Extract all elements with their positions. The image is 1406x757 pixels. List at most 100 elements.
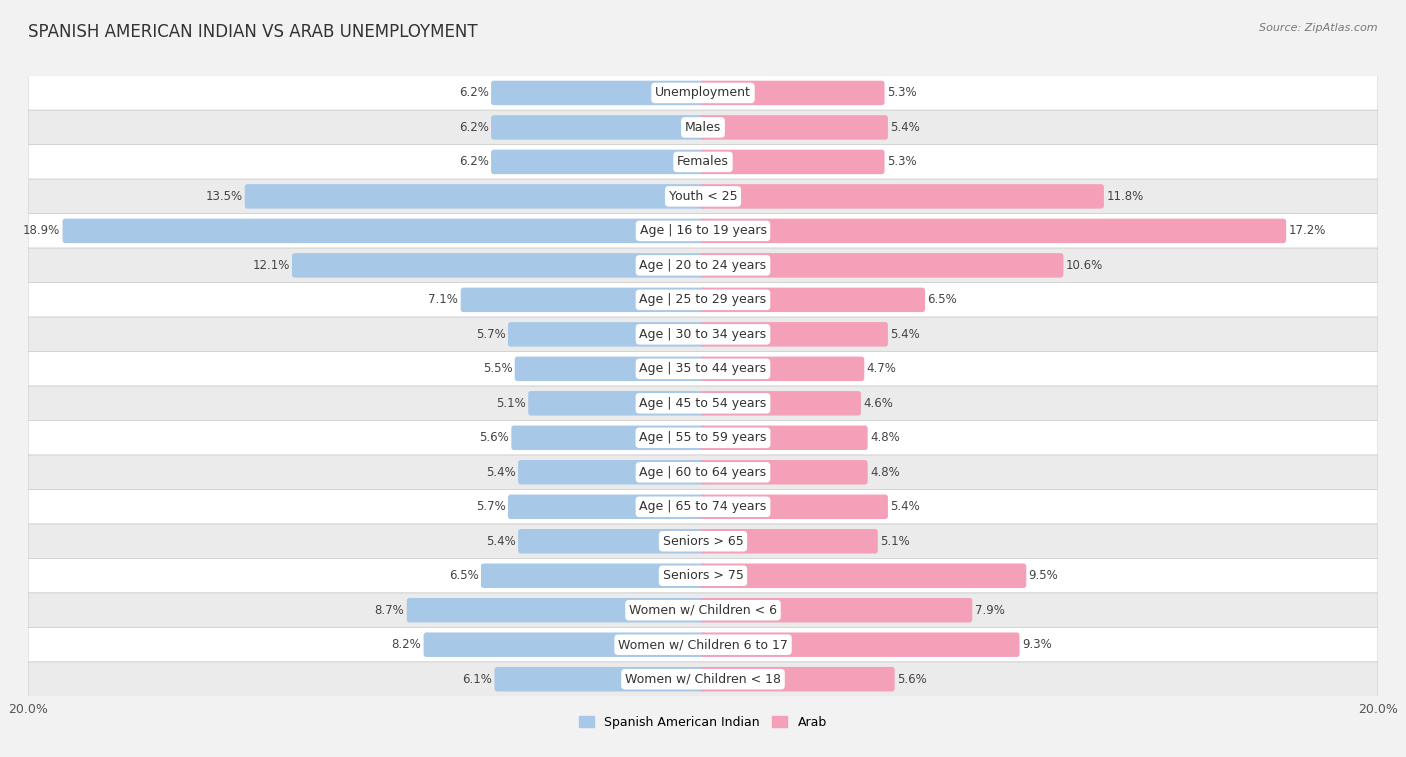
FancyBboxPatch shape [700, 391, 860, 416]
FancyBboxPatch shape [700, 460, 868, 484]
FancyBboxPatch shape [517, 460, 706, 484]
FancyBboxPatch shape [28, 386, 1378, 421]
Text: 9.5%: 9.5% [1029, 569, 1059, 582]
FancyBboxPatch shape [512, 425, 706, 450]
Text: Age | 65 to 74 years: Age | 65 to 74 years [640, 500, 766, 513]
Text: 5.6%: 5.6% [897, 673, 927, 686]
Text: 12.1%: 12.1% [252, 259, 290, 272]
FancyBboxPatch shape [491, 115, 706, 140]
Text: Males: Males [685, 121, 721, 134]
Text: 4.6%: 4.6% [863, 397, 893, 410]
FancyBboxPatch shape [28, 662, 1378, 696]
Text: 5.6%: 5.6% [479, 431, 509, 444]
Text: 5.4%: 5.4% [890, 500, 920, 513]
FancyBboxPatch shape [700, 184, 1104, 209]
Text: Age | 35 to 44 years: Age | 35 to 44 years [640, 363, 766, 375]
FancyBboxPatch shape [700, 563, 1026, 588]
FancyBboxPatch shape [508, 494, 706, 519]
Text: Women w/ Children 6 to 17: Women w/ Children 6 to 17 [619, 638, 787, 651]
FancyBboxPatch shape [28, 248, 1378, 282]
FancyBboxPatch shape [700, 322, 889, 347]
Text: 6.2%: 6.2% [458, 121, 489, 134]
Text: Females: Females [678, 155, 728, 168]
FancyBboxPatch shape [481, 563, 706, 588]
Text: 18.9%: 18.9% [22, 224, 60, 238]
Text: Women w/ Children < 18: Women w/ Children < 18 [626, 673, 780, 686]
Text: Age | 30 to 34 years: Age | 30 to 34 years [640, 328, 766, 341]
Text: 5.1%: 5.1% [496, 397, 526, 410]
FancyBboxPatch shape [28, 421, 1378, 455]
Text: 5.5%: 5.5% [482, 363, 512, 375]
Text: 17.2%: 17.2% [1288, 224, 1326, 238]
FancyBboxPatch shape [28, 282, 1378, 317]
Text: 5.1%: 5.1% [880, 534, 910, 548]
Text: Women w/ Children < 6: Women w/ Children < 6 [628, 604, 778, 617]
FancyBboxPatch shape [491, 81, 706, 105]
FancyBboxPatch shape [62, 219, 706, 243]
Text: 11.8%: 11.8% [1107, 190, 1143, 203]
Text: Age | 20 to 24 years: Age | 20 to 24 years [640, 259, 766, 272]
Text: Age | 60 to 64 years: Age | 60 to 64 years [640, 466, 766, 478]
Text: 5.3%: 5.3% [887, 86, 917, 99]
Text: SPANISH AMERICAN INDIAN VS ARAB UNEMPLOYMENT: SPANISH AMERICAN INDIAN VS ARAB UNEMPLOY… [28, 23, 478, 41]
Text: 6.2%: 6.2% [458, 155, 489, 168]
Text: 6.2%: 6.2% [458, 86, 489, 99]
Text: Unemployment: Unemployment [655, 86, 751, 99]
FancyBboxPatch shape [423, 632, 706, 657]
Text: 7.1%: 7.1% [429, 294, 458, 307]
Text: 8.2%: 8.2% [391, 638, 422, 651]
FancyBboxPatch shape [700, 357, 865, 381]
Text: Seniors > 65: Seniors > 65 [662, 534, 744, 548]
Text: 10.6%: 10.6% [1066, 259, 1102, 272]
FancyBboxPatch shape [28, 628, 1378, 662]
Text: 8.7%: 8.7% [374, 604, 405, 617]
FancyBboxPatch shape [700, 81, 884, 105]
Text: Youth < 25: Youth < 25 [669, 190, 737, 203]
FancyBboxPatch shape [700, 115, 889, 140]
Text: 5.7%: 5.7% [475, 500, 506, 513]
FancyBboxPatch shape [28, 76, 1378, 111]
FancyBboxPatch shape [495, 667, 706, 691]
Text: Age | 25 to 29 years: Age | 25 to 29 years [640, 294, 766, 307]
FancyBboxPatch shape [28, 317, 1378, 351]
FancyBboxPatch shape [28, 145, 1378, 179]
FancyBboxPatch shape [28, 455, 1378, 490]
FancyBboxPatch shape [245, 184, 706, 209]
FancyBboxPatch shape [700, 253, 1063, 278]
Text: Source: ZipAtlas.com: Source: ZipAtlas.com [1260, 23, 1378, 33]
Text: 5.4%: 5.4% [890, 121, 920, 134]
Text: 5.7%: 5.7% [475, 328, 506, 341]
FancyBboxPatch shape [28, 213, 1378, 248]
Text: Seniors > 75: Seniors > 75 [662, 569, 744, 582]
FancyBboxPatch shape [700, 219, 1286, 243]
FancyBboxPatch shape [700, 667, 894, 691]
FancyBboxPatch shape [700, 632, 1019, 657]
Text: 6.5%: 6.5% [449, 569, 478, 582]
FancyBboxPatch shape [700, 529, 877, 553]
Text: 13.5%: 13.5% [205, 190, 242, 203]
FancyBboxPatch shape [461, 288, 706, 312]
Text: Age | 16 to 19 years: Age | 16 to 19 years [640, 224, 766, 238]
Text: 5.4%: 5.4% [486, 466, 516, 478]
FancyBboxPatch shape [406, 598, 706, 622]
Text: 5.4%: 5.4% [486, 534, 516, 548]
FancyBboxPatch shape [700, 150, 884, 174]
FancyBboxPatch shape [28, 179, 1378, 213]
FancyBboxPatch shape [491, 150, 706, 174]
FancyBboxPatch shape [508, 322, 706, 347]
Text: 5.4%: 5.4% [890, 328, 920, 341]
Text: 6.5%: 6.5% [928, 294, 957, 307]
Text: 4.7%: 4.7% [866, 363, 897, 375]
Text: 6.1%: 6.1% [463, 673, 492, 686]
Text: 9.3%: 9.3% [1022, 638, 1052, 651]
FancyBboxPatch shape [28, 559, 1378, 593]
FancyBboxPatch shape [700, 598, 973, 622]
Text: Age | 45 to 54 years: Age | 45 to 54 years [640, 397, 766, 410]
FancyBboxPatch shape [28, 593, 1378, 628]
FancyBboxPatch shape [28, 351, 1378, 386]
FancyBboxPatch shape [28, 111, 1378, 145]
FancyBboxPatch shape [700, 425, 868, 450]
Text: 5.3%: 5.3% [887, 155, 917, 168]
Text: 4.8%: 4.8% [870, 466, 900, 478]
FancyBboxPatch shape [517, 529, 706, 553]
